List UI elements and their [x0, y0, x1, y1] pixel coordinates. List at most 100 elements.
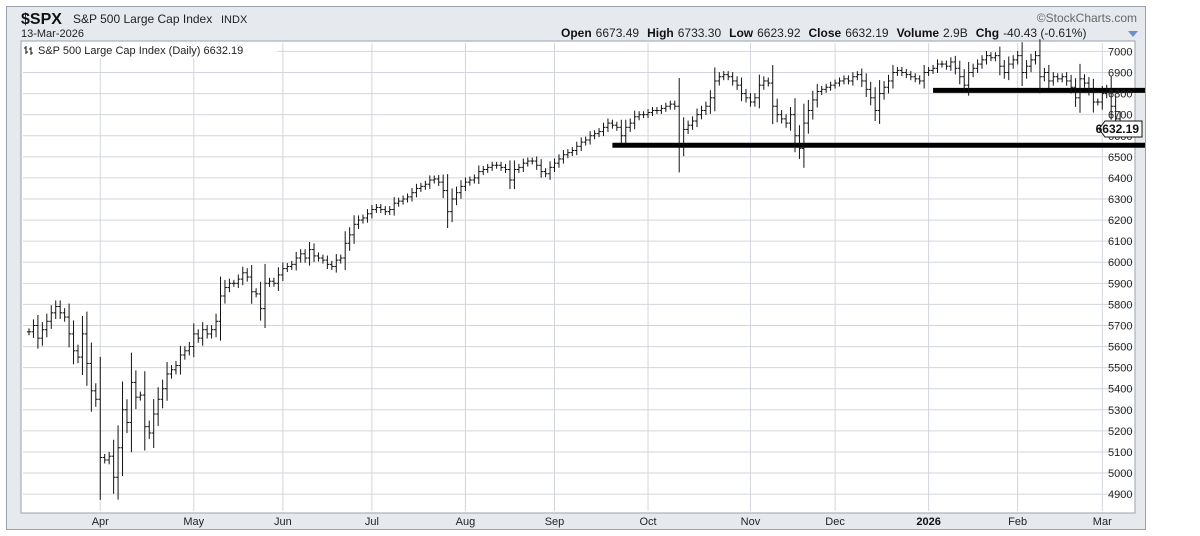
ohlc-bar [254, 288, 259, 298]
x-axis: Apr May Jun Jul Aug Sep Oct Nov Dec 2026 Feb Mar [92, 516, 1112, 528]
symbol: $SPX [21, 11, 62, 28]
ohlc-bar [298, 249, 303, 263]
y-tick-label: 5500 [1108, 363, 1132, 375]
ohlc-bar [788, 107, 793, 131]
ohlc-bar [1046, 64, 1051, 89]
ohlc-bar [931, 64, 936, 74]
ohlc-bar [614, 121, 619, 131]
ohlc-bar [467, 176, 472, 186]
ohlc-bar [436, 175, 441, 187]
ohlc-bar [133, 370, 138, 410]
ohlc-bar [49, 305, 54, 329]
ohlc-bar [75, 344, 80, 364]
ohlc-bar [414, 183, 419, 198]
brand-logo: ©StockCharts.com [1037, 11, 1137, 25]
ohlc-bar [450, 188, 455, 223]
ohlc-bar [182, 346, 187, 360]
ohlc-bar [463, 177, 468, 191]
ohlc-bar [1033, 51, 1038, 65]
ohlc-bar [1064, 72, 1069, 86]
ohlc-bar [605, 118, 610, 132]
index-name: S&P 500 Large Cap Index [73, 12, 212, 26]
ohlc-bar [819, 85, 824, 95]
ohlc-bar [552, 158, 557, 173]
ohlc-bar [516, 163, 521, 173]
ohlc-bar [672, 100, 677, 110]
ohlc-bar [405, 193, 410, 203]
x-tick-label: Apr [92, 516, 109, 528]
y-tick-label: 5200 [1108, 426, 1132, 438]
ohlc-bar [784, 114, 789, 128]
ohlc-bar [271, 277, 276, 287]
support-lines [612, 87, 1145, 148]
ohlc-bar [1037, 39, 1042, 94]
y-tick-label: 6000 [1108, 257, 1132, 269]
ohlc-bar [289, 260, 294, 270]
ohlc-bar [142, 371, 147, 451]
ohlc-bar [1104, 84, 1109, 99]
ohlc-bar [971, 63, 976, 78]
ohlc-bar [84, 311, 89, 386]
ohlc-bar [481, 166, 486, 176]
ohlc-bar [285, 263, 290, 273]
ohlc-bar [761, 76, 766, 90]
ohlc-bar [939, 60, 944, 68]
ohlc-bar [343, 231, 348, 271]
ohlc-bar [712, 67, 717, 112]
ohlc-bar [1024, 60, 1029, 79]
x-tick-label: May [183, 516, 204, 528]
ohlc-bar [102, 453, 107, 464]
y-tick-label: 5100 [1108, 447, 1132, 459]
ohlc-bar [107, 451, 112, 465]
ohlc-bar [27, 328, 31, 336]
volume-label: Volume [897, 26, 940, 40]
ohlc-bar [347, 227, 352, 251]
ohlc-bar [35, 314, 40, 349]
ohlc-bar [156, 387, 161, 427]
ohlc-bar [708, 90, 713, 114]
ohlc-bar [387, 206, 392, 216]
ohlc-bar [356, 215, 361, 229]
y-tick-label: 5800 [1108, 299, 1132, 311]
y-tick-label: 6900 [1108, 68, 1132, 80]
chart-canvas: $SPX S&P 500 Large Cap Index INDX 13-Mar… [20, 11, 1145, 528]
legend: S&P 500 Large Cap Index (Daily) 6632.19 [23, 43, 277, 58]
ohlc-bar [44, 313, 49, 338]
ohlc-bar [539, 159, 544, 178]
y-tick-label: 5600 [1108, 342, 1132, 354]
ohlc-bar [1020, 42, 1025, 87]
ohlc-bar [744, 88, 749, 103]
ohlc-bar [944, 60, 949, 70]
ohlc-bar [320, 254, 325, 264]
ohlc-bar [877, 80, 882, 124]
x-tick-label: 2026 [916, 516, 940, 528]
ohlc-bar [695, 108, 700, 128]
ohlc-bar [801, 103, 806, 168]
ohlc-bar [173, 360, 178, 375]
ohlc-bar [205, 325, 210, 339]
ohlc-bar [721, 71, 726, 81]
ohlc-bar [917, 75, 922, 85]
ohlc-bar [383, 206, 388, 216]
ohlc-bar [752, 93, 757, 107]
ohlc-bar [980, 55, 985, 69]
ohlc-bar [80, 316, 85, 376]
ohlc-bar [543, 168, 548, 178]
exchange: INDX [221, 14, 248, 26]
ohlc-bar [926, 66, 931, 76]
ohlc-bar [1055, 73, 1060, 83]
ohlc-bar [1042, 67, 1047, 82]
ohlc-bar [628, 118, 633, 132]
ohlc-bar [1091, 78, 1096, 113]
ohlc-bar [124, 399, 129, 433]
ohlc-bar [855, 71, 860, 81]
open-value: 6673.49 [596, 26, 640, 40]
ohlc-bar [329, 260, 334, 270]
ohlc-bar [659, 104, 664, 114]
ohlc-bar [890, 64, 895, 89]
ohlc-bar [810, 90, 815, 120]
dropdown-arrow-icon[interactable] [1128, 31, 1138, 37]
ohlc-bar [592, 130, 597, 140]
ohlc-bar [864, 73, 869, 97]
ohlc-bar [641, 111, 646, 119]
